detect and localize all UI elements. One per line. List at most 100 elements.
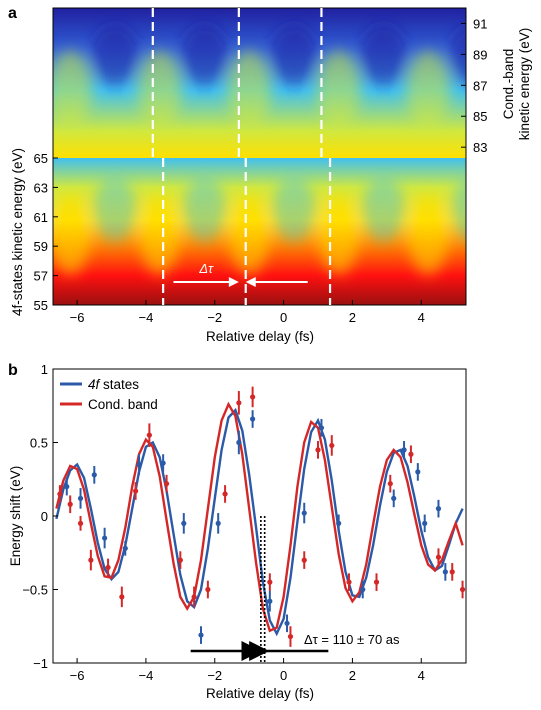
x-axis-label: Relative delay (fs) [206, 329, 314, 344]
heatmap-modulation [1, 25, 466, 275]
series-group [55, 386, 466, 647]
data-point [373, 579, 380, 585]
data-point [133, 488, 139, 494]
heatmap-fringe-dark [448, 26, 466, 84]
heatmap-fringe-bright [227, 50, 272, 130]
data-point [442, 569, 448, 575]
data-point [346, 579, 352, 585]
data-point [391, 495, 397, 501]
delay-markers [260, 516, 266, 662]
x-axis: −6 −4 −2 0 2 4 [70, 658, 425, 683]
heatmap-fringe-dark [359, 25, 408, 85]
data-point [64, 484, 70, 490]
heatmap-fringe-dark [269, 25, 318, 85]
legend-label-cond: Cond. band [88, 397, 158, 412]
data-point [301, 557, 307, 563]
y-axis-right-label-line2: kinetic energy (eV) [517, 28, 532, 141]
heatmap-fringe-dark [92, 178, 137, 242]
data-point [435, 506, 442, 512]
heatmap-frame [52, 7, 467, 306]
data-point [105, 564, 111, 571]
y-right-tick-label: 87 [473, 78, 487, 93]
y-tick-label: −1 [33, 656, 48, 671]
data-point [315, 447, 321, 453]
y-right-tick-label: 85 [473, 109, 487, 124]
y-axis: −1 −0.5 0 0.5 1 [22, 362, 58, 671]
y-axis-left: 55 57 59 61 63 65 [34, 151, 58, 313]
arrow-right-head [245, 277, 256, 287]
y-axis-right-label: Cond.-band kinetic energy (eV) [501, 28, 532, 141]
x-tick-label: 4 [418, 310, 425, 325]
heatmap-fringe-dark [361, 178, 406, 242]
delta-tau-arrows: Δτ [173, 261, 308, 287]
data-point [181, 520, 187, 526]
y-tick-label: 59 [34, 239, 48, 254]
legend-label-4f: 4f states [88, 377, 139, 392]
data-point [449, 569, 455, 575]
data-point [77, 495, 84, 501]
x-tick-label: 0 [280, 668, 287, 683]
panel-a: a Δτ −6 −4 −2 0 2 4 Relative delay (fs) 55575… [1, 5, 532, 344]
heatmap-fringe-bright [53, 195, 91, 275]
series-line [55, 401, 464, 633]
delta-tau-text: Δτ = 110 ± 70 as [304, 632, 400, 647]
heatmap [1, 8, 466, 305]
y-tick-label: 63 [34, 180, 48, 195]
data-point [198, 632, 204, 638]
delta-tau-label: Δτ [198, 261, 214, 276]
data-point [160, 460, 166, 466]
delta-tau-annotation: Δτ = 110 ± 70 as [190, 632, 400, 661]
data-point [336, 520, 342, 526]
heatmap-fringe-bright [229, 195, 270, 275]
y-right-tick-label: 91 [473, 16, 487, 31]
y-tick-label: 61 [34, 210, 48, 225]
heatmap-fringe-dark [180, 25, 229, 85]
data-point [136, 461, 142, 468]
data-point [250, 416, 256, 422]
data-point [177, 557, 183, 563]
data-point [77, 520, 84, 526]
x-tick-label: −4 [139, 310, 154, 325]
data-point [287, 633, 294, 640]
data-point [301, 510, 307, 516]
y-axis-right: 83 85 87 89 91 [461, 16, 487, 155]
y-right-tick-label: 89 [473, 47, 487, 62]
x-tick-label: 4 [418, 668, 425, 683]
y-right-tick-label: 83 [473, 140, 487, 155]
y-axis-label: Energy shift (eV) [8, 466, 23, 567]
data-point [236, 439, 242, 446]
y-tick-label: 65 [34, 151, 48, 166]
heatmap-fringe-bright [316, 50, 361, 130]
panel-letter: a [8, 5, 17, 22]
data-point [163, 481, 170, 487]
series-line [55, 407, 464, 637]
x-tick-label: 0 [280, 310, 287, 325]
heatmap-fringe-dark [271, 178, 316, 242]
x-tick-label: −4 [139, 668, 154, 683]
data-point [122, 545, 128, 551]
heatmap-fringe-dark [1, 25, 49, 85]
legend: 4f states Cond. band [60, 377, 158, 412]
data-point [318, 425, 325, 431]
heatmap-fringe-dark [182, 178, 227, 242]
heatmap-fringe-bright [137, 50, 182, 130]
data-point [422, 520, 428, 526]
data-point [387, 481, 393, 487]
y-tick-label: 57 [34, 269, 48, 284]
panel-b: b Δτ = 110 ± 70 as 4f states Cond. band … [8, 362, 467, 701]
data-point [360, 586, 366, 593]
y-tick-label: 1 [41, 362, 48, 377]
y-axis-left-label: 4f-states kinetic energy (eV) [10, 148, 25, 316]
data-point [205, 586, 211, 593]
x-axis: −6 −4 −2 0 2 4 [70, 300, 425, 325]
y-tick-label: 55 [34, 298, 48, 313]
data-point [222, 491, 228, 497]
x-tick-label: 2 [349, 310, 356, 325]
data-point [401, 447, 407, 453]
data-point [215, 520, 221, 526]
data-point [91, 472, 97, 478]
y-axis-right-label-line1: Cond.-band [501, 49, 516, 120]
data-point [146, 432, 152, 438]
data-point [250, 394, 256, 400]
